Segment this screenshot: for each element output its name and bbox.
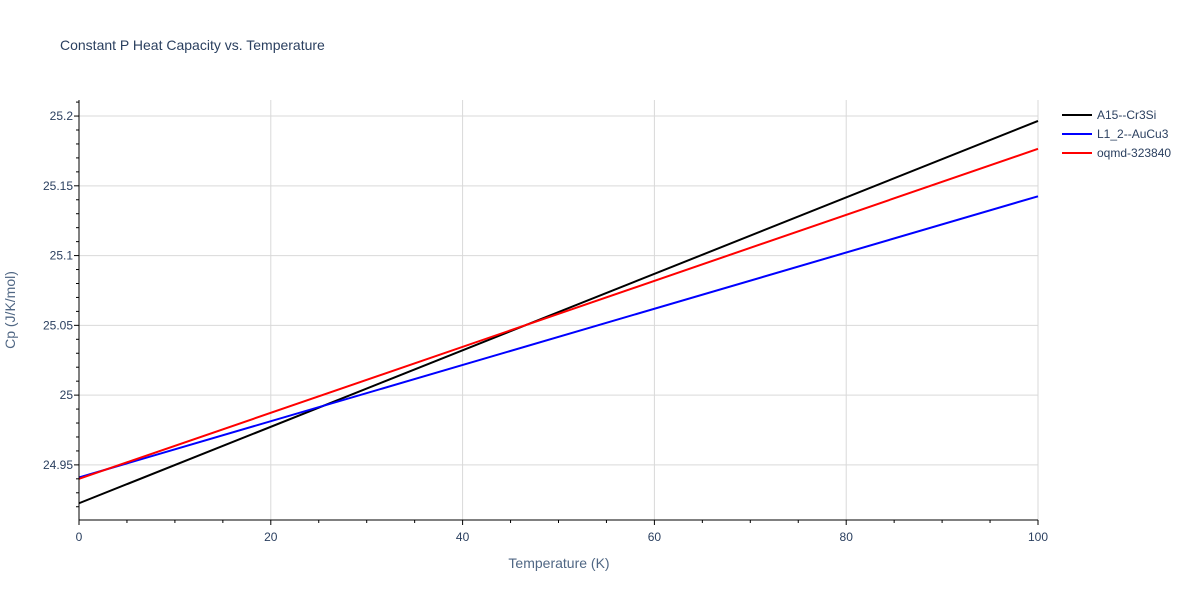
x-tick-label: 80 — [840, 530, 854, 544]
y-tick-label: 25.15 — [43, 179, 73, 193]
legend: A15--Cr3Si L1_2--AuCu3 oqmd-323840 — [1062, 108, 1171, 160]
series-line-A15--Cr3Si — [78, 120, 1039, 505]
y-tick-label: 25.1 — [50, 249, 74, 263]
x-tick-label: 0 — [76, 530, 83, 544]
axes — [74, 100, 1039, 525]
x-axis-title: Temperature (K) — [508, 555, 609, 571]
legend-label: oqmd-323840 — [1097, 146, 1171, 160]
series-line-oqmd-323840 — [78, 147, 1039, 480]
chart-title: Constant P Heat Capacity vs. Temperature — [60, 37, 325, 53]
series-line-L1_2--AuCu3 — [78, 195, 1039, 479]
legend-label: A15--Cr3Si — [1097, 108, 1156, 122]
y-tick-label: 25.05 — [43, 318, 73, 332]
y-axis-title: Cp (J/K/mol) — [2, 271, 18, 349]
x-tick-label: 20 — [264, 530, 278, 544]
x-tick-label: 100 — [1028, 530, 1048, 544]
x-tick-label: 40 — [456, 530, 470, 544]
y-tick-label: 25.2 — [50, 109, 74, 123]
tick-labels: 0 20 40 60 80 100 24.95 25 25.05 25.1 25.15 25.2 — [43, 109, 1048, 544]
legend-label: L1_2--AuCu3 — [1097, 127, 1169, 141]
y-tick-label: 24.95 — [43, 458, 73, 472]
y-tick-label: 25 — [60, 388, 74, 402]
plot-area — [78, 120, 1039, 505]
x-tick-label: 60 — [648, 530, 662, 544]
grid — [79, 100, 1039, 520]
